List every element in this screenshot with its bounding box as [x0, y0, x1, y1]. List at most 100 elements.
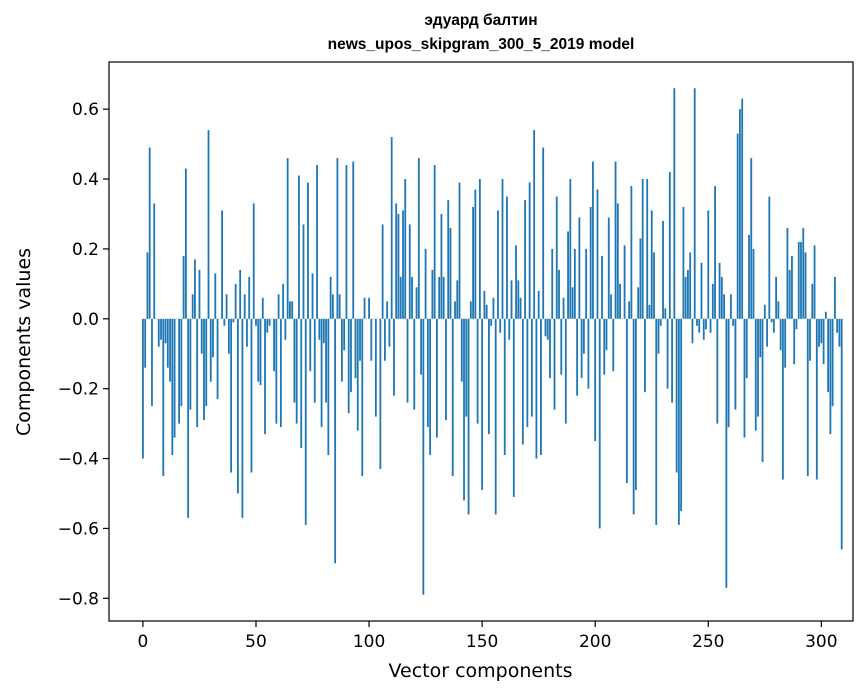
bar-81 — [325, 318, 327, 403]
bar-303 — [827, 318, 830, 393]
bar-273 — [759, 318, 762, 358]
bar-117 — [406, 318, 409, 403]
bar-43 — [239, 269, 242, 319]
bar-112 — [395, 203, 398, 319]
bar-269 — [750, 158, 753, 319]
bar-257 — [723, 294, 726, 319]
bar-184 — [558, 269, 560, 319]
bar-280 — [775, 276, 778, 319]
bar-88 — [341, 318, 343, 382]
bar-83 — [329, 276, 332, 319]
bar-262 — [734, 318, 737, 410]
bar-278 — [770, 318, 773, 323]
bar-208 — [612, 318, 615, 372]
bar-283 — [781, 318, 784, 480]
bar-291 — [800, 241, 802, 319]
bar-70 — [300, 318, 303, 449]
bar-60 — [277, 294, 280, 319]
bar-214 — [625, 318, 628, 483]
bar-206 — [607, 217, 610, 319]
bar-229 — [659, 318, 662, 326]
x-tick-label: 0 — [138, 632, 149, 652]
bar-277 — [768, 196, 771, 319]
bar-173 — [533, 130, 536, 319]
bar-125 — [424, 248, 427, 319]
bar-196 — [585, 248, 588, 319]
bar-142 — [463, 318, 465, 501]
bar-85 — [334, 318, 337, 564]
bar-82 — [327, 318, 330, 456]
bar-307 — [836, 318, 839, 333]
bar-159 — [501, 179, 504, 319]
bar-111 — [393, 318, 395, 396]
y-tick-label: 0.2 — [72, 240, 99, 260]
bar-295 — [809, 318, 811, 361]
bar-140 — [458, 182, 461, 319]
bar-103 — [374, 318, 377, 417]
bar-265 — [741, 98, 744, 319]
bar-185 — [560, 318, 563, 375]
bar-50 — [255, 318, 257, 326]
bar-210 — [616, 203, 619, 319]
bar-161 — [506, 196, 508, 319]
bar-267 — [745, 318, 748, 379]
bar-264 — [739, 109, 741, 319]
bar-62 — [282, 283, 285, 319]
bar-122 — [417, 158, 420, 319]
bar-53 — [261, 297, 264, 319]
bar-61 — [279, 318, 282, 428]
bar-135 — [447, 200, 450, 319]
bar-263 — [736, 133, 739, 319]
bar-80 — [322, 318, 325, 344]
x-axis-label: Vector components — [389, 660, 573, 682]
bar-31 — [212, 318, 214, 358]
bar-58 — [273, 318, 275, 372]
bar-238 — [680, 318, 683, 511]
bar-227 — [655, 318, 658, 525]
bar-167 — [519, 297, 522, 319]
bar-131 — [438, 276, 441, 319]
y-tick-label: −0.2 — [58, 380, 99, 400]
bar-266 — [743, 318, 746, 438]
bar-193 — [578, 217, 581, 319]
bar-253 — [714, 186, 716, 319]
bar-29 — [207, 130, 210, 319]
bar-189 — [569, 179, 572, 319]
bar-162 — [508, 318, 511, 340]
bar-246 — [698, 318, 701, 333]
bar-305 — [831, 318, 834, 407]
bar-27 — [203, 318, 205, 421]
bar-230 — [662, 220, 664, 319]
y-axis-label: Components values — [13, 248, 35, 436]
bar-201 — [596, 189, 599, 319]
bar-255 — [718, 262, 721, 319]
bar-287 — [791, 255, 793, 319]
bar-42 — [237, 318, 239, 494]
plot-frame — [108, 61, 854, 622]
bar-14 — [173, 318, 176, 438]
bar-105 — [379, 318, 382, 470]
bar-79 — [320, 318, 323, 428]
bar-84 — [331, 294, 334, 319]
bar-174 — [535, 318, 538, 459]
bar-143 — [465, 318, 468, 417]
bar-224 — [648, 304, 651, 319]
bar-209 — [614, 161, 617, 319]
bar-49 — [252, 203, 255, 319]
bar-126 — [426, 318, 429, 428]
bar-240 — [684, 276, 687, 319]
bar-77 — [316, 165, 318, 319]
bar-290 — [797, 241, 800, 319]
bar-195 — [582, 318, 585, 354]
bar-275 — [763, 304, 766, 319]
bar-258 — [725, 318, 728, 588]
bar-45 — [243, 294, 246, 319]
bar-141 — [460, 318, 463, 382]
bar-78 — [318, 318, 321, 340]
bar-218 — [635, 318, 637, 490]
bar-221 — [641, 179, 644, 319]
bar-171 — [528, 182, 531, 319]
bar-216 — [630, 186, 633, 319]
bar-69 — [298, 175, 300, 319]
x-tick-label: 250 — [692, 632, 724, 652]
